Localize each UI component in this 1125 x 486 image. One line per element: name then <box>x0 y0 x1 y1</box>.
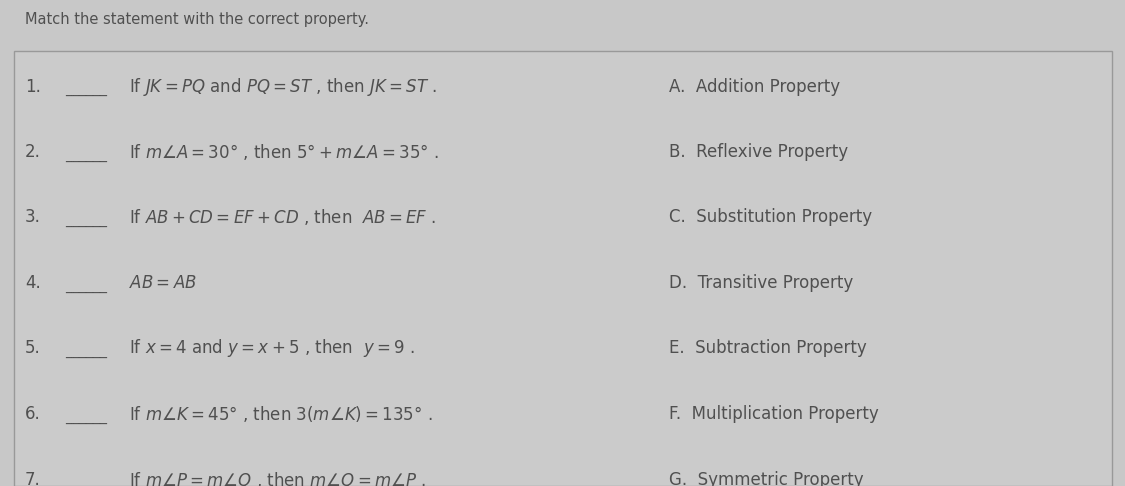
Text: ______: ______ <box>65 477 107 486</box>
Text: 5.: 5. <box>25 339 40 358</box>
Text: ______: ______ <box>65 214 107 228</box>
Text: If $AB + CD = EF + CD$ , then  $AB = EF$ .: If $AB + CD = EF + CD$ , then $AB = EF$ … <box>129 207 436 227</box>
Text: 2.: 2. <box>25 143 40 161</box>
Text: E.  Subtraction Property: E. Subtraction Property <box>669 339 867 358</box>
Text: G.  Symmetric Property: G. Symmetric Property <box>669 470 864 486</box>
Text: If $JK = PQ$ and $PQ = ST$ , then $JK = ST$ .: If $JK = PQ$ and $PQ = ST$ , then $JK = … <box>129 75 438 98</box>
Text: 6.: 6. <box>25 405 40 423</box>
Text: If $m\angle K = 45°$ , then $3(m\angle K) = 135°$ .: If $m\angle K = 45°$ , then $3(m\angle K… <box>129 404 433 424</box>
Text: ______: ______ <box>65 346 107 359</box>
Text: If $x = 4$ and $y = x + 5$ , then  $y = 9$ .: If $x = 4$ and $y = x + 5$ , then $y = 9… <box>129 337 415 360</box>
Text: If $m\angle A = 30°$ , then $5° + m\angle A = 35°$ .: If $m\angle A = 30°$ , then $5° + m\angl… <box>129 142 439 162</box>
Text: D.  Transitive Property: D. Transitive Property <box>669 274 854 292</box>
Text: 3.: 3. <box>25 208 40 226</box>
Text: 4.: 4. <box>25 274 40 292</box>
Text: ______: ______ <box>65 149 107 163</box>
FancyBboxPatch shape <box>14 51 1112 486</box>
Text: F.  Multiplication Property: F. Multiplication Property <box>669 405 879 423</box>
Text: 7.: 7. <box>25 470 40 486</box>
Text: ______: ______ <box>65 84 107 97</box>
Text: 1.: 1. <box>25 77 40 96</box>
Text: C.  Substitution Property: C. Substitution Property <box>669 208 873 226</box>
Text: B.  Reflexive Property: B. Reflexive Property <box>669 143 848 161</box>
Text: A.  Addition Property: A. Addition Property <box>669 77 840 96</box>
Text: Match the statement with the correct property.: Match the statement with the correct pro… <box>25 12 369 27</box>
Text: ______: ______ <box>65 411 107 425</box>
Text: $AB = AB$: $AB = AB$ <box>129 274 197 292</box>
Text: If $m\angle P = m\angle Q$ , then $m\angle Q = m\angle P$ .: If $m\angle P = m\angle Q$ , then $m\ang… <box>129 469 426 486</box>
Text: ______: ______ <box>65 280 107 294</box>
